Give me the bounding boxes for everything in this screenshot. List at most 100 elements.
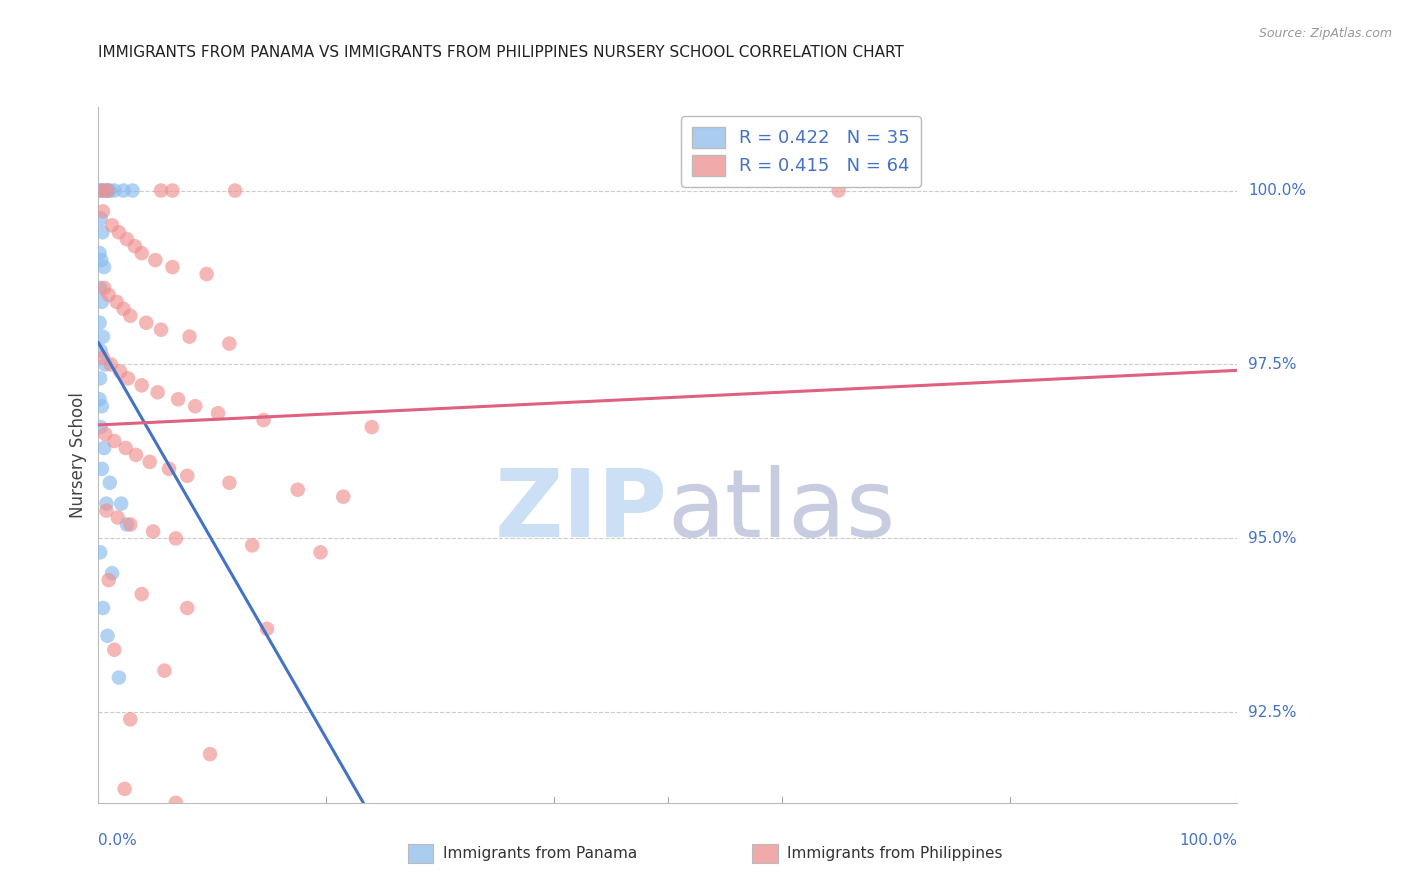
Point (108, 671, 131, 685)
Point (89, 281, 111, 295)
Point (131, 246, 153, 260)
Point (114, 781, 136, 796)
Text: 95.0%: 95.0% (1249, 531, 1296, 546)
Point (117, 371, 139, 385)
Point (96, 497, 118, 511)
Point (90, 184, 112, 198)
Point (131, 587, 153, 601)
Point (120, 309, 142, 323)
Point (108, 225, 131, 239)
Legend: R = 0.422   N = 35, R = 0.415   N = 64: R = 0.422 N = 35, R = 0.415 N = 64 (682, 116, 921, 186)
Point (91, 329, 114, 343)
Point (195, 267, 218, 281)
Point (176, 468, 198, 483)
Point (103, 184, 125, 198)
Point (162, 184, 184, 198)
Point (145, 253, 167, 268)
Text: 0.0%: 0.0% (98, 833, 138, 848)
Point (93, 184, 115, 198)
Point (90, 211, 112, 226)
Point (224, 184, 246, 198)
Point (101, 566, 124, 581)
Y-axis label: Nursery School: Nursery School (69, 392, 87, 518)
Point (218, 336, 240, 351)
Point (105, 294, 128, 309)
Text: Immigrants from Panama: Immigrants from Panama (443, 847, 637, 861)
Point (89, 184, 111, 198)
Point (101, 219, 124, 233)
Text: Immigrants from Philippines: Immigrants from Philippines (787, 847, 1002, 861)
Point (218, 475, 240, 490)
Point (120, 517, 142, 532)
Point (287, 483, 309, 497)
Point (89, 371, 111, 385)
Point (107, 510, 129, 524)
Point (142, 524, 165, 539)
Point (90, 294, 112, 309)
Text: Source: ZipAtlas.com: Source: ZipAtlas.com (1258, 27, 1392, 40)
Point (176, 601, 198, 615)
Point (108, 364, 131, 378)
Point (309, 545, 332, 559)
Point (98, 475, 121, 490)
Point (91, 225, 114, 239)
Point (138, 455, 160, 469)
Point (97, 288, 120, 302)
Point (89, 316, 111, 330)
Text: ZIP: ZIP (495, 465, 668, 557)
Point (120, 712, 142, 726)
Point (125, 448, 148, 462)
Point (148, 851, 170, 865)
Point (115, 517, 138, 532)
Point (93, 281, 115, 295)
Point (121, 184, 143, 198)
Point (240, 538, 263, 552)
Text: 92.5%: 92.5% (1249, 705, 1296, 720)
Point (115, 232, 138, 246)
Point (93, 260, 115, 274)
Text: atlas: atlas (668, 465, 896, 557)
Point (91, 204, 114, 219)
Point (89, 545, 111, 559)
Point (167, 392, 190, 407)
Point (103, 642, 125, 657)
Point (131, 378, 153, 392)
Point (90, 184, 112, 198)
Point (150, 323, 173, 337)
Point (252, 413, 274, 427)
Text: 97.5%: 97.5% (1249, 357, 1296, 372)
Point (198, 747, 221, 761)
Point (112, 184, 135, 198)
Point (207, 406, 229, 420)
Point (98, 184, 121, 198)
Point (90, 399, 112, 413)
Point (90, 462, 112, 476)
Point (97, 184, 120, 198)
Point (96, 503, 118, 517)
Point (94, 427, 117, 442)
Point (112, 301, 135, 316)
Point (110, 497, 132, 511)
Point (100, 358, 122, 372)
Point (93, 441, 115, 455)
Point (150, 184, 173, 198)
Point (184, 399, 207, 413)
Point (114, 441, 136, 455)
Point (146, 385, 169, 400)
Point (89, 392, 111, 407)
Point (97, 573, 120, 587)
Point (332, 490, 354, 504)
Point (360, 420, 382, 434)
Point (96, 184, 118, 198)
Point (96, 629, 118, 643)
Point (90, 343, 112, 358)
Point (162, 260, 184, 274)
Point (153, 664, 176, 678)
Point (103, 434, 125, 448)
Point (256, 622, 278, 636)
Point (135, 316, 157, 330)
Point (90, 420, 112, 434)
Point (157, 462, 180, 476)
Point (165, 532, 187, 546)
Point (91, 351, 114, 365)
